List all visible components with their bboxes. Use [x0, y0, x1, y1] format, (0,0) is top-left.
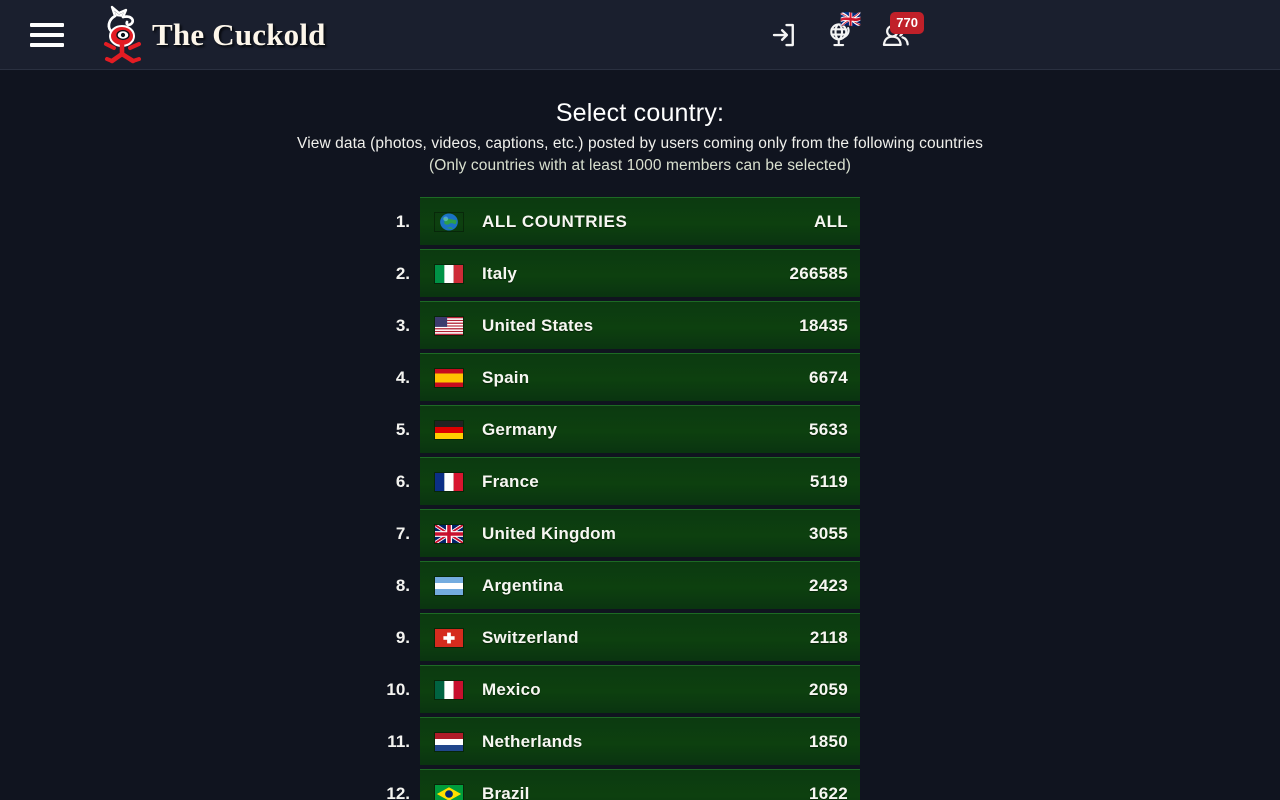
spain-flag [434, 367, 464, 388]
site-header: The Cuckold 🇬🇧 [0, 0, 1280, 70]
country-name: Switzerland [482, 627, 579, 647]
italy-flag [434, 263, 464, 284]
switzerland-flag [434, 627, 464, 648]
hamburger-menu-icon[interactable] [30, 18, 64, 52]
country-row[interactable]: 7. United Kingdom 3055 [396, 509, 860, 557]
country-rank: 8. [395, 575, 410, 595]
hamburger-bar [30, 32, 64, 37]
country-name: Netherlands [482, 731, 583, 751]
country-name: ALL COUNTRIES [482, 211, 628, 231]
country-row[interactable]: 11. Netherlands 1850 [387, 717, 860, 765]
country-name: United Kingdom [482, 523, 617, 543]
cuckold-mascot-logo [102, 4, 146, 66]
hamburger-bar [30, 42, 64, 47]
country-rank: 9. [395, 627, 410, 647]
members-online-icon[interactable]: 770 [868, 7, 924, 63]
page-title: Select country: [555, 99, 725, 127]
country-name: Spain [482, 367, 530, 387]
country-row[interactable]: 2. Italy 266585 [396, 249, 860, 297]
country-name: Argentina [482, 575, 564, 595]
globe-stand-icon[interactable]: 🇬🇧 [812, 7, 868, 63]
country-name: Mexico [482, 679, 541, 699]
header-actions: 🇬🇧 770 [756, 0, 1280, 70]
country-rank: 1. [395, 211, 410, 231]
country-rank: 2. [395, 263, 410, 283]
country-member-count: 2118 [809, 627, 848, 647]
country-rank: 4. [395, 367, 410, 387]
country-row[interactable]: 1. ALL COUNTRIES ALL [396, 197, 860, 245]
country-member-count: 2423 [808, 575, 848, 595]
brand-title: The Cuckold [152, 16, 326, 52]
country-rank: 12. [386, 783, 410, 800]
country-member-count: 5633 [808, 419, 848, 439]
country-list: 1. ALL COUNTRIES ALL 2. Italy 266585 3. United… [386, 197, 860, 800]
brand-link[interactable]: The Cuckold [102, 4, 326, 66]
country-rank: 3. [395, 315, 410, 335]
country-member-count: 5119 [809, 471, 848, 491]
country-rank: 10. [386, 679, 410, 699]
country-member-count: 6674 [808, 367, 848, 387]
country-row[interactable]: 5. Germany 5633 [396, 405, 860, 453]
globe-flag [434, 211, 464, 232]
country-member-count: 18435 [799, 315, 848, 335]
country-row[interactable]: 4. Spain 6674 [396, 353, 860, 401]
country-name: Italy [482, 263, 518, 283]
country-name: France [482, 471, 539, 491]
country-name: United States [482, 315, 594, 335]
france-flag [434, 471, 464, 492]
members-count-badge: 770 [890, 12, 924, 34]
country-rank: 6. [395, 471, 410, 491]
country-member-count: 1622 [808, 783, 848, 800]
country-row[interactable]: 8. Argentina 2423 [396, 561, 860, 609]
mexico-flag [434, 679, 464, 700]
argentina-flag [434, 575, 464, 596]
united-kingdom-flag [434, 523, 464, 544]
country-row[interactable]: 6. France 5119 [396, 457, 860, 505]
country-member-count: 266585 [789, 263, 848, 283]
country-rank: 5. [395, 419, 410, 439]
country-row[interactable]: 9. Switzerland 2118 [396, 613, 860, 661]
country-rank: 11. [387, 731, 410, 751]
country-rank: 7. [395, 523, 410, 543]
country-member-count: 2059 [808, 679, 848, 699]
hamburger-bar [30, 22, 64, 27]
login-arrow-icon[interactable] [756, 7, 812, 63]
country-name: Germany [482, 419, 558, 439]
language-flag-icon: 🇬🇧 [840, 11, 862, 28]
netherlands-flag [434, 731, 464, 752]
country-member-count: ALL [814, 211, 848, 231]
country-member-count: 3055 [808, 523, 848, 543]
page-subtitle-line2: (Only countries with at least 1000 membe… [428, 157, 851, 174]
country-row[interactable]: 3. United States 18435 [396, 301, 860, 349]
country-member-count: 1850 [808, 731, 848, 751]
brazil-flag [434, 783, 464, 800]
germany-flag [434, 419, 464, 440]
country-row[interactable]: 10. Mexico 2059 [386, 665, 860, 713]
country-name: Brazil [482, 783, 530, 800]
country-row[interactable]: 12. Brazil 1622 [386, 769, 860, 800]
united-states-flag [434, 315, 464, 336]
page-content: Select country: View data (photos, video… [0, 70, 1280, 800]
page-subtitle-line1: View data (photos, videos, captions, etc… [297, 135, 983, 152]
